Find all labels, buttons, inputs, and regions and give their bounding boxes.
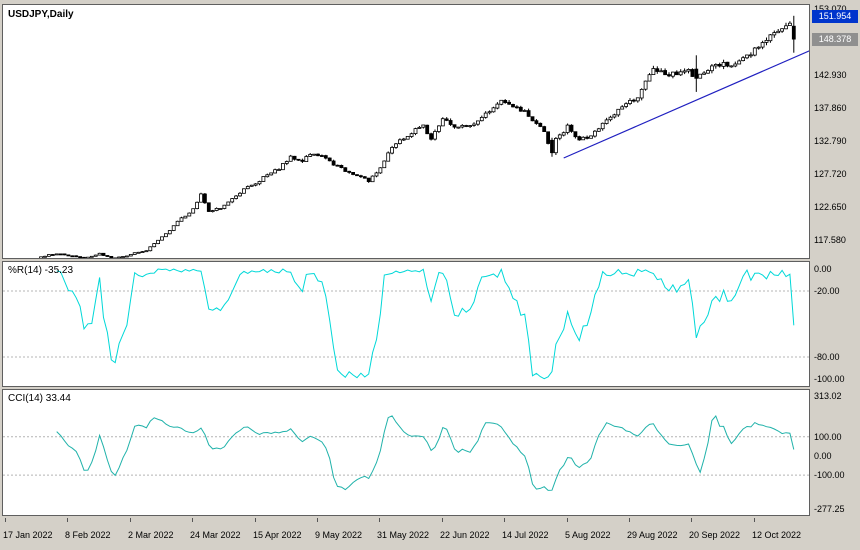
time-axis-tick xyxy=(192,518,193,522)
date-label: 2 Mar 2022 xyxy=(128,530,174,540)
date-label: 15 Apr 2022 xyxy=(253,530,302,540)
cci-label: CCI(14) 33.44 xyxy=(8,393,71,404)
cci-axis-label: 100.00 xyxy=(814,431,842,442)
time-axis-tick xyxy=(5,518,6,522)
cci-axis-label: -100.00 xyxy=(814,470,845,481)
date-label: 22 Jun 2022 xyxy=(440,530,490,540)
price-axis-label: 122.650 xyxy=(814,202,847,213)
cci-indicator-panel[interactable]: CCI(14) 33.44 xyxy=(2,389,810,516)
price-tag-upper: 151.954 xyxy=(812,10,858,23)
date-label: 9 May 2022 xyxy=(315,530,363,540)
price-axis-label: 142.930 xyxy=(814,69,847,80)
date-label: 8 Feb 2022 xyxy=(65,530,111,540)
wpr-axis[interactable]: 0.00 -20.00 -80.00 -100.00 xyxy=(812,261,858,389)
main-chart-panel[interactable]: USDJPY,Daily xyxy=(2,4,810,259)
date-label: 17 Jan 2022 xyxy=(3,530,53,540)
date-label: 12 Oct 2022 xyxy=(752,530,802,540)
cci-chart[interactable] xyxy=(3,390,809,515)
date-label: 20 Sep 2022 xyxy=(689,530,741,540)
wpr-axis-label: -80.00 xyxy=(814,352,840,362)
price-axis-label: 132.790 xyxy=(814,136,847,147)
wpr-chart[interactable] xyxy=(3,262,809,386)
time-axis-tick xyxy=(754,518,755,522)
wpr-axis-label: -100.00 xyxy=(814,374,845,384)
cci-axis-label: 313.02 xyxy=(814,391,842,401)
time-axis-tick xyxy=(691,518,692,522)
time-axis-tick xyxy=(567,518,568,522)
price-axis-label: 153.070 xyxy=(814,4,847,14)
time-axis-tick xyxy=(379,518,380,522)
time-axis-tick xyxy=(130,518,131,522)
price-axis[interactable]: 151.954 148.378 153.070 142.930 137.860 132… xyxy=(812,4,858,261)
time-axis-tick xyxy=(255,518,256,522)
cci-axis-label: 0.00 xyxy=(814,450,832,461)
price-axis-label: 137.860 xyxy=(814,102,847,113)
price-axis-label: 127.720 xyxy=(814,169,847,180)
price-tag-current: 148.378 xyxy=(812,33,858,46)
wpr-label: %R(14) -35.23 xyxy=(8,265,74,276)
time-axis-tick xyxy=(317,518,318,522)
candlestick-chart[interactable] xyxy=(3,5,809,258)
cci-axis-label: -277.25 xyxy=(814,504,845,514)
time-axis-tick xyxy=(504,518,505,522)
date-label: 31 May 2022 xyxy=(377,530,430,540)
time-axis[interactable]: 17 Jan 2022 8 Feb 2022 2 Mar 2022 24 Mar 20… xyxy=(0,517,860,550)
wpr-indicator-panel[interactable]: %R(14) -35.23 xyxy=(2,261,810,387)
date-label: 5 Aug 2022 xyxy=(565,530,611,540)
date-label: 14 Jul 2022 xyxy=(502,530,549,540)
price-axis-label: 117.580 xyxy=(814,235,846,246)
date-label: 29 Aug 2022 xyxy=(627,530,678,540)
time-axis-tick xyxy=(67,518,68,522)
time-axis-tick xyxy=(442,518,443,522)
cci-axis[interactable]: 313.02 100.00 0.00 -100.00 -277.25 xyxy=(812,389,858,518)
wpr-axis-label: -20.00 xyxy=(814,286,840,296)
date-label: 24 Mar 2022 xyxy=(190,530,241,540)
time-axis-tick xyxy=(629,518,630,522)
wpr-axis-label: 0.00 xyxy=(814,264,832,274)
symbol-period-label: USDJPY,Daily xyxy=(8,9,74,20)
